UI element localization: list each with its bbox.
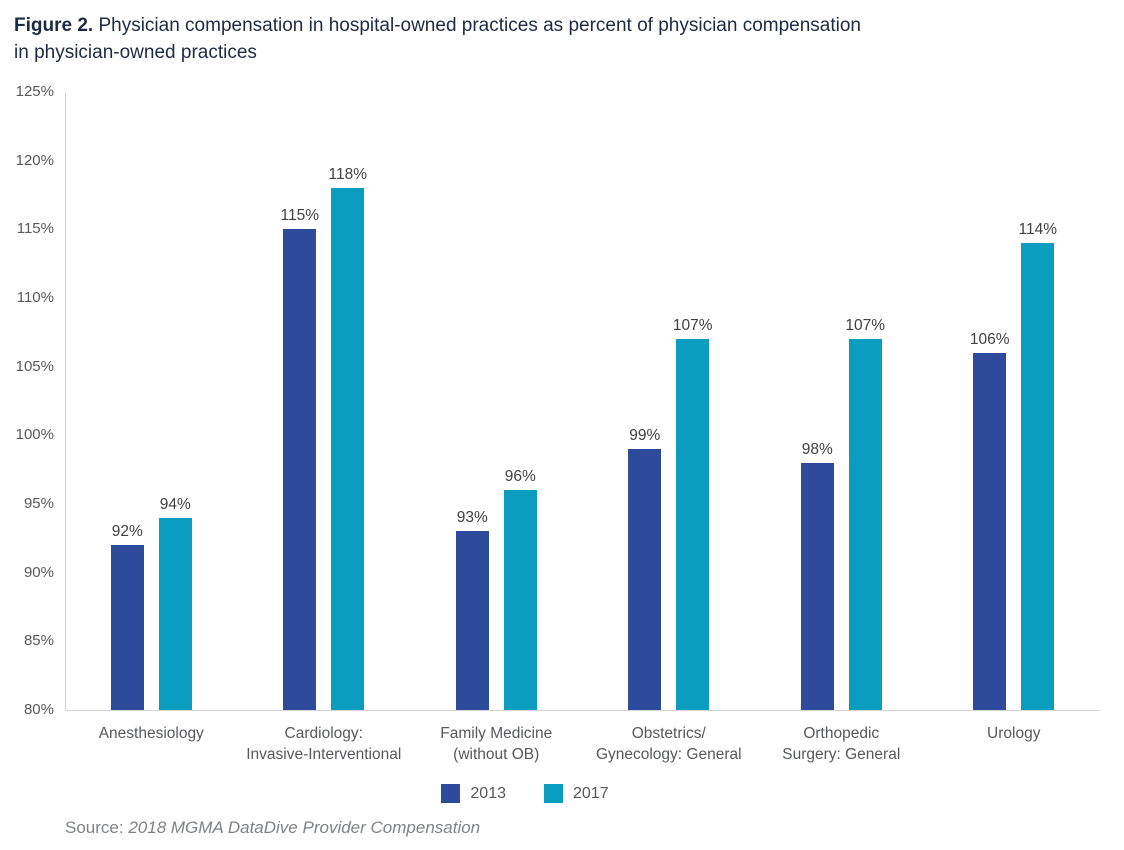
x-axis-category-label: Orthopedic Surgery: General — [782, 725, 901, 763]
legend-item-2013: 2013 — [441, 784, 506, 803]
y-axis-line — [65, 92, 66, 710]
y-axis-tick-label: 85% — [23, 632, 54, 650]
bar-2013-0 — [110, 545, 144, 710]
bar-2017-3 — [676, 339, 710, 710]
bar-value-label: 107% — [672, 317, 713, 335]
bar-2013-1 — [283, 229, 317, 710]
bar-value-label: 92% — [111, 523, 143, 541]
bar-value-label: 114% — [1018, 221, 1058, 239]
bar-2017-5 — [1021, 243, 1055, 710]
y-axis-tick-label: 120% — [15, 151, 54, 169]
bar-value-label: 107% — [845, 317, 886, 335]
x-axis-category-label: Anesthesiology — [98, 725, 204, 742]
x-axis-line — [65, 710, 1100, 711]
legend-label: 2013 — [470, 784, 506, 802]
y-axis-tick-label: 90% — [23, 563, 54, 581]
bar-2017-4 — [848, 339, 882, 710]
y-axis-tick-label: 105% — [15, 357, 54, 375]
x-axis-category-label: Cardiology: Invasive-Interventional — [246, 725, 402, 763]
bar-value-label: 118% — [328, 166, 368, 184]
figure-title-line1: Physician compensation in hospital-owned… — [93, 15, 861, 36]
figure-title: Figure 2. Physician compensation in hosp… — [14, 12, 1044, 66]
bar-value-label: 98% — [801, 440, 833, 458]
bar-value-label: 93% — [456, 509, 488, 527]
bar-2017-2 — [503, 490, 537, 710]
bar-2013-3 — [628, 449, 662, 710]
y-axis-tick-label: 110% — [16, 289, 54, 306]
bar-2013-5 — [973, 352, 1007, 710]
bar-2017-1 — [331, 188, 365, 710]
y-axis-tick-label: 95% — [23, 495, 54, 512]
figure-title-prefix: Figure 2. — [14, 15, 94, 36]
x-axis-category-label: Obstetrics/ Gynecology: General — [595, 725, 742, 763]
legend-item-2017: 2017 — [544, 784, 609, 803]
legend-label: 2017 — [573, 784, 609, 802]
y-axis-tick-label: 125% — [15, 83, 54, 100]
source-note: Source: 2018 MGMA DataDive Provider Comp… — [65, 818, 480, 838]
chart-legend: 2013 2017 — [0, 784, 1050, 803]
bar-value-label: 94% — [159, 495, 191, 513]
y-axis-tick-label: 115% — [16, 220, 54, 238]
figure-title-line2: in physician-owned practices — [14, 42, 257, 63]
x-axis-category-label: Family Medicine (without OB) — [440, 725, 553, 763]
bar-2013-4 — [800, 462, 834, 710]
bar-value-label: 115% — [280, 207, 320, 225]
bar-value-label: 106% — [969, 330, 1010, 348]
bar-value-label: 99% — [629, 427, 661, 445]
source-label: Source: — [65, 818, 124, 837]
bar-2017-0 — [158, 517, 192, 710]
bar-2013-2 — [455, 531, 489, 710]
x-axis-category-label: Urology — [987, 725, 1041, 742]
source-text: 2018 MGMA DataDive Provider Compensation — [128, 818, 481, 837]
y-axis-tick-label: 80% — [23, 701, 54, 718]
y-axis-tick-label: 100% — [15, 426, 54, 444]
legend-swatch-2013 — [441, 784, 461, 803]
bar-value-label: 96% — [504, 468, 536, 486]
legend-swatch-2017 — [544, 784, 563, 803]
